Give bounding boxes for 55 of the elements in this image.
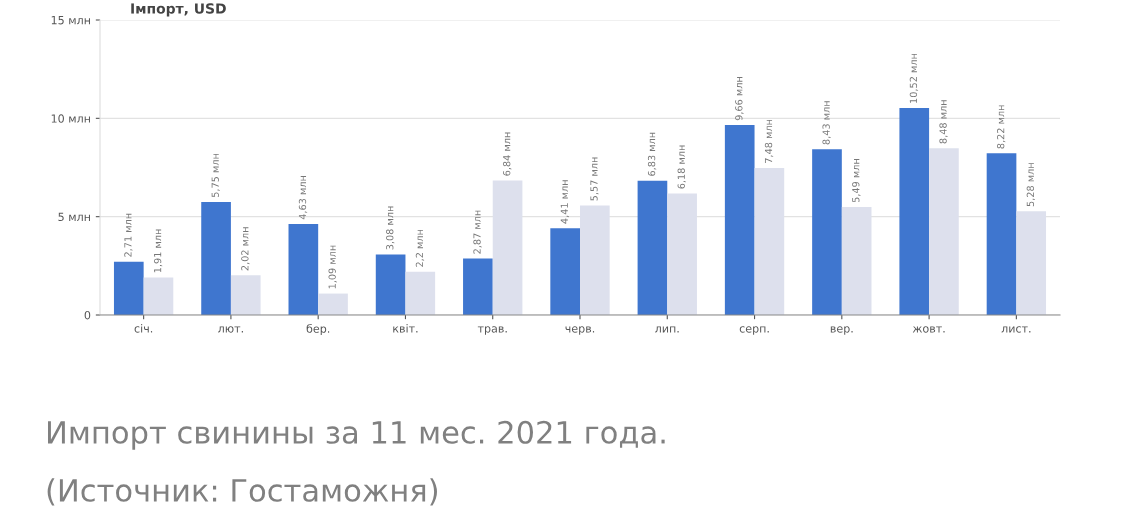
data-label: 2,2 млн [415,229,425,267]
bar [899,108,930,315]
data-label: 4,63 млн [298,176,308,220]
x-tick-label: жовт. [912,326,945,333]
x-tick-label: бер. [306,324,330,335]
bar [375,254,406,315]
x-tick-label: січ. [134,324,153,333]
data-label: 1,91 млн [153,229,163,273]
bar [724,125,755,315]
x-tick-label: лют. [218,326,243,333]
data-label: 5,49 млн [852,159,861,203]
data-label: 8,48 млн [939,100,948,144]
x-tick-label: черв. [565,326,595,335]
bar [812,149,842,315]
text: (Источник: Гостаможня) [47,478,437,506]
data-label: 6,18 млн [677,145,686,189]
y-tick-label: 5 млн [58,212,90,222]
data-label: 5,75 млн [211,153,220,197]
x-tick-label: лист. [1001,326,1031,333]
data-label: 10,52 млн [909,54,919,103]
data-label: 8,43 млн [822,101,831,145]
bar [230,275,261,315]
y-tick-label: 10 млн [51,114,90,123]
x-tick-label: вер. [830,326,853,335]
data-label: 8,22 млн [996,105,1006,149]
chart-title: Імпорт, USD [131,3,226,17]
x-tick-label: трав. [477,326,507,335]
y-tick-label: 15 млн [51,16,90,25]
data-label: 2,87 млн [473,210,482,254]
data-label: 9,66 млн [735,77,744,121]
bar [318,293,348,315]
x-tick-label: лип. [655,326,679,333]
bar [550,228,580,315]
bar [201,201,231,315]
data-label: 6,83 млн [647,132,657,176]
data-label: 7,48 млн [764,119,774,163]
bar [288,223,319,315]
data-label: 2,71 млн [124,213,133,257]
bar [637,180,668,315]
data-label: 2,02 млн [241,227,250,271]
bar [986,153,1017,315]
x-tick-label: квіт. [393,324,418,333]
data-label: 4,41 млн [560,180,569,224]
data-label: 3,08 млн [386,206,395,250]
bar [143,277,174,315]
y-tick-label: 0 [84,310,91,320]
bar [113,261,144,315]
bar [405,271,436,315]
text: Импорт свинины за 11 мес. 2021 года. [48,420,665,450]
data-label: 1,09 млн [328,245,337,289]
data-label: 6,84 млн [503,132,512,176]
data-label: 5,28 млн [1026,163,1036,207]
data-label: 5,57 млн [590,157,599,201]
bar [463,258,493,315]
x-tick-label: серп. [739,326,769,335]
